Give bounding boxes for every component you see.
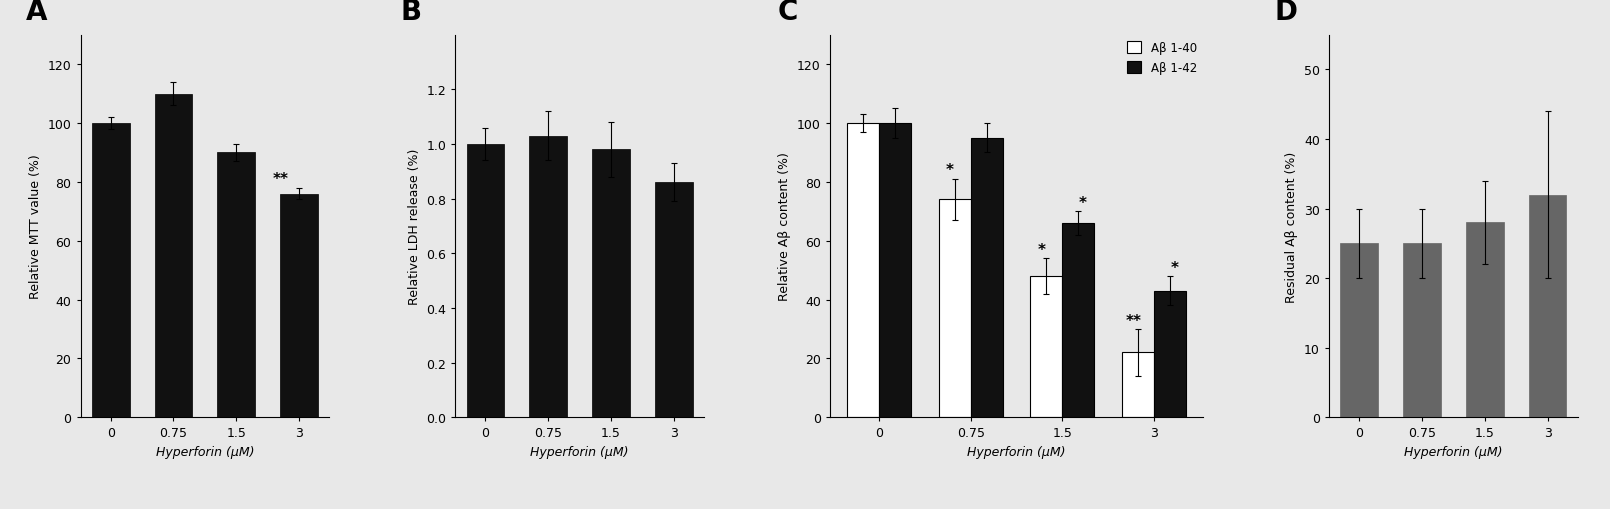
Y-axis label: Residual Aβ content (%): Residual Aβ content (%) [1285, 151, 1298, 302]
Text: *: * [947, 163, 955, 178]
Bar [971, 138, 1003, 417]
Bar [530, 136, 567, 417]
Text: D: D [1274, 0, 1298, 26]
X-axis label: Hyperforin (μM): Hyperforin (μM) [968, 445, 1066, 458]
Bar [1341, 244, 1378, 417]
Bar [1030, 276, 1063, 417]
Y-axis label: Relative Aβ content (%): Relative Aβ content (%) [779, 152, 792, 301]
Legend: Aβ 1-40, Aβ 1-42: Aβ 1-40, Aβ 1-42 [1127, 42, 1198, 75]
Text: A: A [26, 0, 47, 26]
Bar [467, 145, 504, 417]
Bar [217, 153, 254, 417]
Bar [1154, 291, 1187, 417]
Bar [155, 94, 192, 417]
Bar [1530, 195, 1567, 417]
Y-axis label: Relative LDH release (%): Relative LDH release (%) [407, 149, 420, 304]
X-axis label: Hyperforin (μM): Hyperforin (μM) [156, 445, 254, 458]
X-axis label: Hyperforin (μM): Hyperforin (μM) [530, 445, 630, 458]
Text: C: C [778, 0, 799, 26]
X-axis label: Hyperforin (μM): Hyperforin (μM) [1404, 445, 1502, 458]
Bar [1467, 223, 1504, 417]
Text: *: * [1170, 260, 1179, 275]
Bar [92, 124, 129, 417]
Text: **: ** [272, 172, 288, 187]
Text: **: ** [1125, 313, 1141, 328]
Text: B: B [401, 0, 422, 26]
Bar [1063, 223, 1095, 417]
Bar [847, 124, 879, 417]
Bar [1122, 353, 1154, 417]
Bar [879, 124, 911, 417]
Bar [939, 200, 971, 417]
Bar [1404, 244, 1441, 417]
Y-axis label: Relative MTT value (%): Relative MTT value (%) [29, 154, 42, 299]
Text: *: * [1079, 195, 1087, 210]
Text: *: * [1038, 242, 1046, 258]
Bar [655, 183, 692, 417]
Bar [280, 194, 317, 417]
Bar [592, 150, 630, 417]
